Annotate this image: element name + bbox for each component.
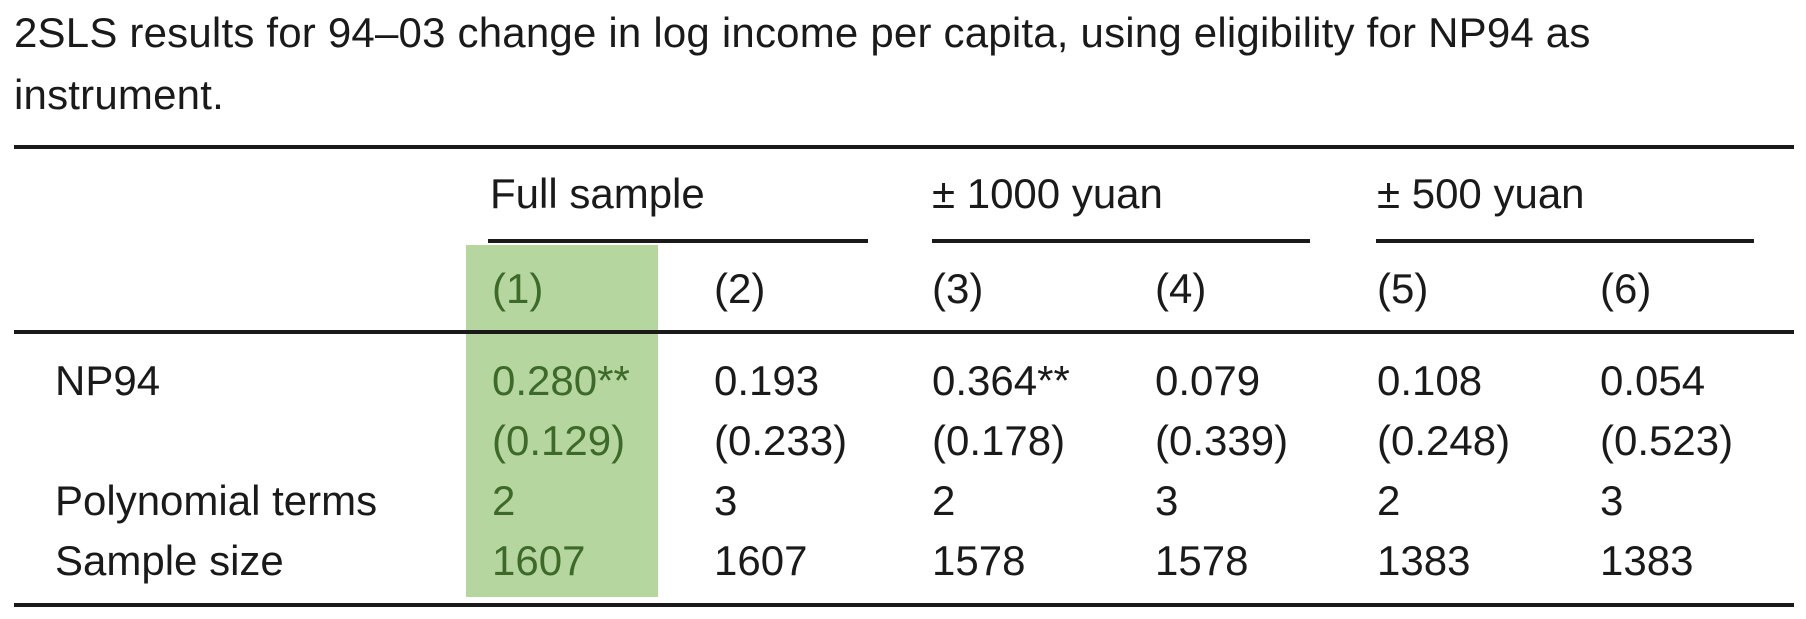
table-bottom-rule (14, 603, 1794, 607)
row-label-np94: NP94 (55, 357, 161, 404)
poly-3: 2 (932, 477, 956, 524)
poly-6: 3 (1600, 477, 1624, 524)
np94-se-5: (0.248) (1377, 417, 1511, 464)
table-caption: 2SLS results for 94–03 change in log inc… (14, 9, 1591, 118)
column-header-5: (5) (1377, 265, 1429, 312)
column-header-3: (3) (932, 265, 984, 312)
row-label-polynomial-terms: Polynomial terms (55, 477, 378, 524)
table-top-rule (14, 145, 1794, 149)
sample-6: 1383 (1600, 537, 1694, 584)
sample-4: 1578 (1155, 537, 1249, 584)
np94-coef-4: 0.079 (1155, 357, 1261, 404)
np94-se-2: (0.233) (714, 417, 848, 464)
column-header-6: (6) (1600, 265, 1652, 312)
column-header-4: (4) (1155, 265, 1207, 312)
sample-2: 1607 (714, 537, 808, 584)
sample-5: 1383 (1377, 537, 1471, 584)
group-header-full-sample: Full sample (490, 170, 705, 217)
table-header-rule (14, 330, 1794, 334)
poly-2: 3 (714, 477, 738, 524)
poly-1: 2 (492, 477, 516, 524)
sample-1: 1607 (492, 537, 586, 584)
group-rule-1000-yuan (932, 239, 1310, 243)
group-rule-500-yuan (1376, 239, 1754, 243)
np94-coef-3: 0.364** (932, 357, 1070, 404)
np94-se-4: (0.339) (1155, 417, 1289, 464)
column-header-2: (2) (714, 265, 766, 312)
np94-coef-2: 0.193 (714, 357, 820, 404)
group-header-500-yuan: ± 500 yuan (1377, 170, 1585, 217)
np94-coef-6: 0.054 (1600, 357, 1706, 404)
np94-se-6: (0.523) (1600, 417, 1734, 464)
row-label-sample-size: Sample size (55, 537, 284, 584)
group-header-1000-yuan: ± 1000 yuan (932, 170, 1163, 217)
np94-coef-1: 0.280** (492, 357, 630, 404)
np94-se-3: (0.178) (932, 417, 1066, 464)
np94-se-1: (0.129) (492, 417, 626, 464)
column-highlight (466, 245, 658, 597)
sample-3: 1578 (932, 537, 1026, 584)
np94-coef-5: 0.108 (1377, 357, 1483, 404)
poly-4: 3 (1155, 477, 1179, 524)
poly-5: 2 (1377, 477, 1401, 524)
column-header-1: (1) (492, 265, 544, 312)
group-rule-full-sample (488, 239, 868, 243)
